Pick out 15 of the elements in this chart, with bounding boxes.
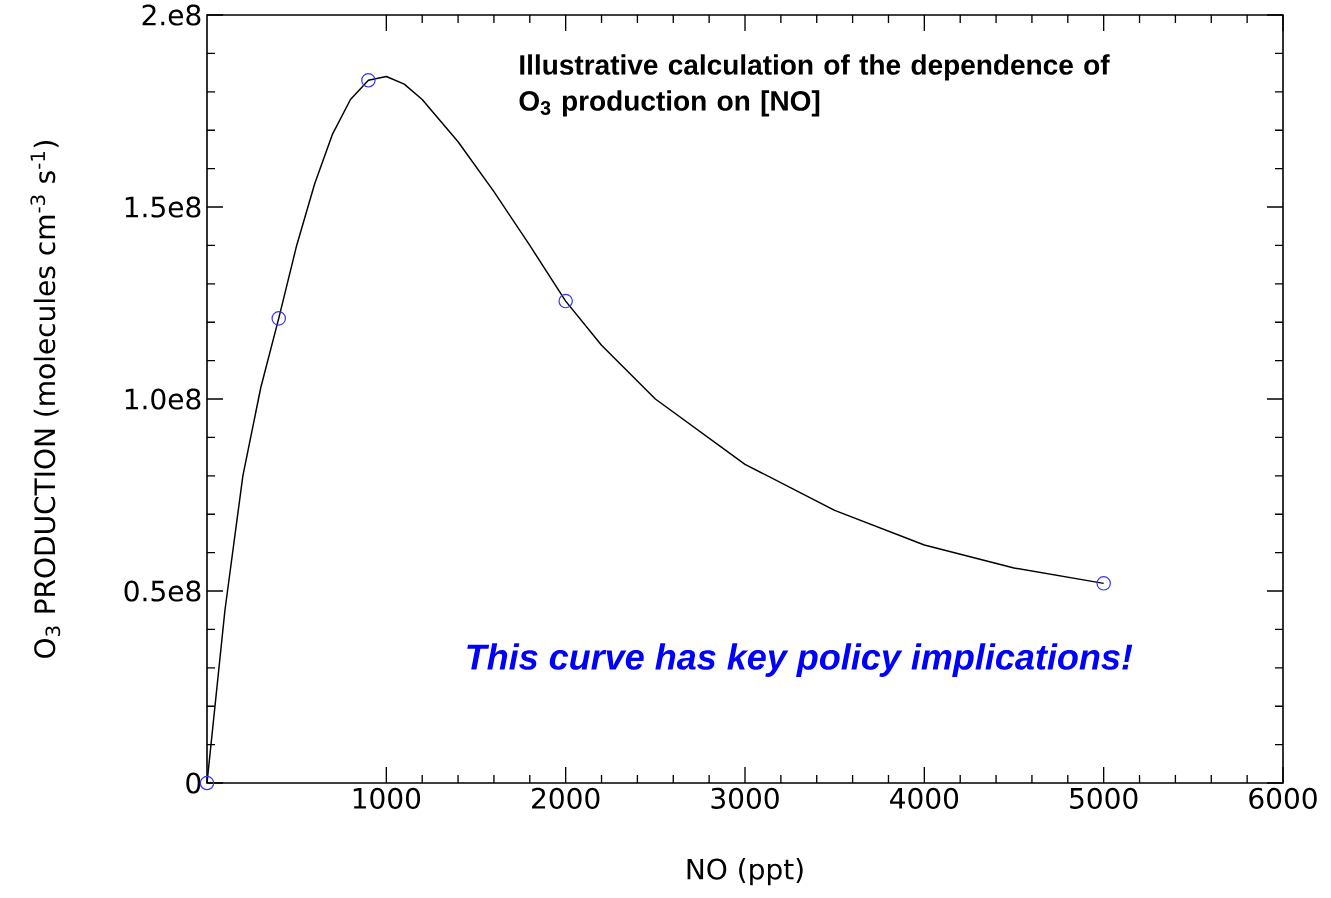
annotation: Illustrative calculation of the dependence of O$_{3}$ production on [NO]	[519, 54, 1110, 117]
y-tick-label: 2.e8	[142, 4, 201, 26]
x-tick-label: 5000	[1070, 787, 1138, 809]
y-tick-label: 0.5e8	[124, 580, 201, 602]
x-tick-label: 3000	[711, 787, 779, 809]
x-axis-title: NO (ppt)	[687, 858, 803, 886]
y-tick-label: 1.5e8	[125, 196, 201, 218]
y-tick-label: 0	[186, 772, 201, 794]
x-tick-label: 6000	[1249, 787, 1317, 809]
x-tick-label: 1000	[353, 787, 421, 809]
x-tick-label: 2000	[532, 787, 600, 809]
x-tick-label: 4000	[890, 787, 959, 809]
y-tick-label: 1.0e8	[125, 388, 201, 410]
y-axis-title: O$_{3}$ PRODUCTION (molecules cm$^{-3}$ s$^{-1}$)	[30, 141, 61, 658]
annotation: This curve has key policy implications!	[467, 643, 1133, 677]
